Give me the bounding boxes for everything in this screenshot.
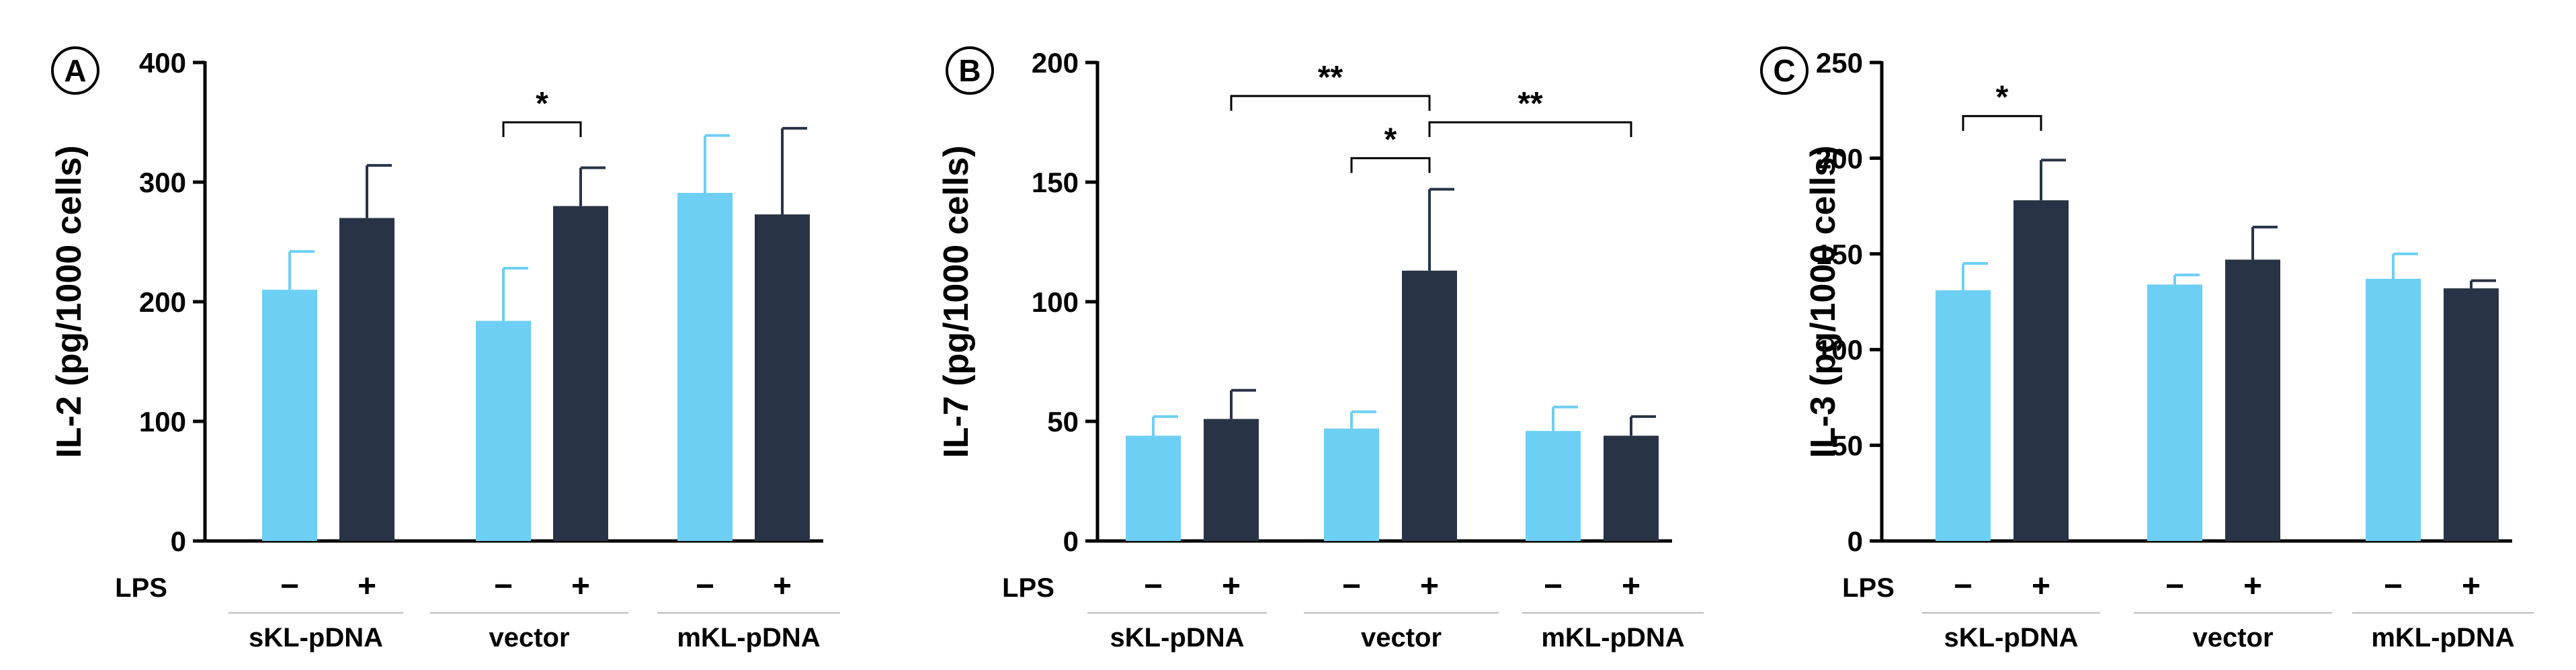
bar (1324, 428, 1379, 541)
panel-letter: C (1773, 53, 1795, 88)
lps-minus: − (696, 569, 714, 604)
y-tick-label: 0 (1847, 526, 1863, 557)
significance-bracket (1350, 157, 1431, 173)
bar (553, 206, 608, 541)
panel-c: C 0 50 100 150 200 250 IL-3 (pg/1000 cells) * LPS… (1760, 46, 2534, 653)
lps-label: LPS (115, 573, 167, 603)
significance-label: * (1384, 122, 1397, 157)
lps-plus: + (2243, 569, 2262, 604)
significance-label: ** (1518, 86, 1543, 122)
bar (2013, 200, 2069, 541)
lps-minus: − (1342, 569, 1361, 604)
significance-bracket (1962, 115, 2042, 131)
lps-plus: + (1420, 569, 1439, 604)
lps-plus: + (571, 569, 590, 604)
bar (2225, 259, 2280, 541)
bar (2444, 288, 2499, 541)
y-tick-label: 0 (1063, 526, 1079, 557)
y-tick-label: 100 (1032, 286, 1079, 318)
group-label: sKL-pDNA (1944, 623, 2079, 653)
y-tick-label: 100 (139, 406, 186, 437)
group-label: mKL-pDNA (1541, 623, 1684, 653)
bar (1604, 435, 1659, 541)
bar (1936, 290, 1991, 541)
group-label: sKL-pDNA (1110, 623, 1245, 653)
y-tick-label: 50 (1047, 406, 1079, 437)
lps-plus: + (358, 569, 376, 604)
lps-minus: − (494, 569, 513, 604)
bar (339, 218, 394, 541)
group-label: vector (2192, 623, 2273, 653)
panel-letter: B (958, 53, 981, 88)
bar (2147, 284, 2202, 541)
bar (1204, 419, 1259, 541)
group-label: mKL-pDNA (2371, 623, 2514, 653)
lps-plus: + (1622, 569, 1640, 604)
significance-label: ** (1318, 60, 1343, 95)
group-label: mKL-pDNA (677, 623, 820, 653)
significance-bracket (502, 121, 582, 137)
bar (262, 290, 317, 541)
lps-minus: − (1144, 569, 1163, 604)
bar (1126, 435, 1181, 541)
y-axis-label: IL-7 (pg/1000 cells) (937, 145, 976, 458)
lps-minus: − (1954, 569, 1972, 604)
lps-minus: − (2165, 569, 2184, 604)
panel-letter: A (64, 53, 86, 88)
lps-plus: + (773, 569, 792, 604)
y-tick-label: 200 (1032, 47, 1079, 79)
panel-letter-circle (51, 46, 99, 95)
y-tick-label: 100 (1816, 334, 1863, 366)
lps-minus: − (2384, 569, 2403, 604)
panel-letter-circle (1760, 46, 1809, 95)
bar (1526, 431, 1581, 541)
significance-label: * (536, 86, 548, 122)
lps-plus: + (1222, 569, 1241, 604)
y-axis-label: IL-2 (pg/1000 cells) (50, 145, 89, 458)
bar (755, 214, 810, 541)
y-tick-label: 400 (139, 47, 186, 79)
y-tick-label: 50 (1831, 430, 1863, 462)
significance-bracket (1230, 95, 1431, 111)
bar (476, 321, 531, 541)
y-tick-label: 150 (1816, 239, 1863, 270)
y-tick-label: 150 (1032, 167, 1079, 198)
y-tick-label: 0 (171, 526, 186, 557)
lps-plus: + (2462, 569, 2481, 604)
lps-label: LPS (1002, 573, 1054, 603)
y-axis-label: IL-3 (pg/1000 cells) (1804, 145, 1843, 458)
bar (2366, 278, 2421, 541)
significance-label: * (1996, 80, 2009, 116)
lps-label: LPS (1842, 573, 1895, 603)
y-tick-label: 200 (139, 286, 186, 318)
bar (677, 193, 733, 541)
panel-letter-circle (946, 46, 994, 95)
y-tick-label: 250 (1816, 47, 1863, 79)
group-label: vector (489, 623, 569, 653)
y-tick-label: 300 (139, 167, 186, 198)
bar (1402, 270, 1457, 541)
lps-minus: − (1544, 569, 1563, 604)
significance-bracket (1428, 121, 1632, 137)
group-label: vector (1361, 623, 1442, 653)
lps-plus: + (2032, 569, 2050, 604)
panel-a: A 0 100 200 300 400 IL-2 (pg/1000 cells) * LPS − +… (50, 46, 840, 653)
group-label: sKL-pDNA (249, 623, 383, 653)
y-tick-label: 200 (1816, 142, 1863, 174)
lps-minus: − (280, 569, 299, 604)
